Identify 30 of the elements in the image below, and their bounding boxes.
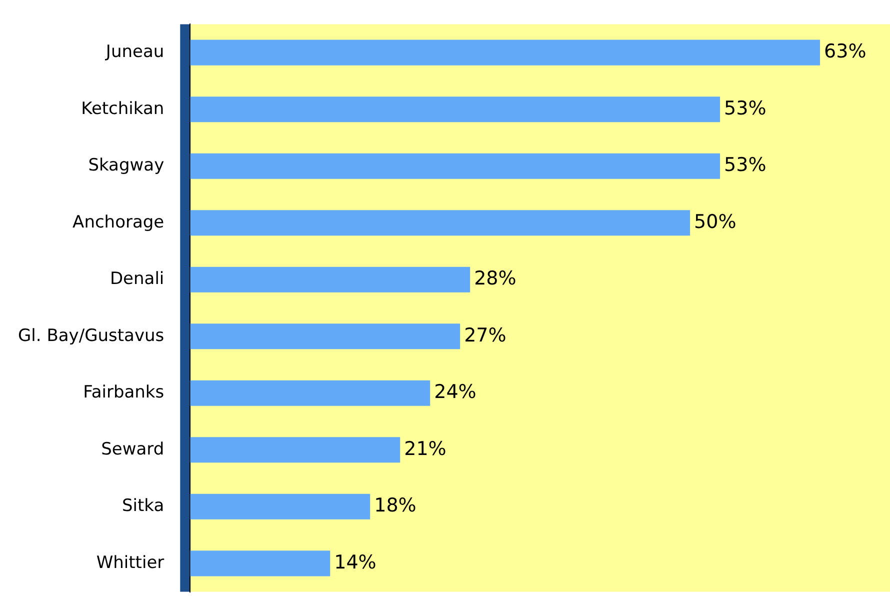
data-label: 21%: [404, 438, 446, 460]
data-label: 53%: [724, 154, 766, 176]
data-label: 53%: [724, 97, 766, 120]
bar: [190, 153, 720, 179]
bar: [190, 266, 470, 292]
bar: [190, 494, 370, 520]
bar: [190, 550, 330, 576]
y-tick-label: Gl. Bay/Gustavus: [18, 326, 164, 346]
y-tick-label: Anchorage: [72, 212, 164, 232]
bar: [190, 380, 430, 406]
y-tick-label: Skagway: [88, 156, 164, 176]
y-tick-label: Denali: [110, 269, 164, 290]
data-label: 27%: [464, 324, 506, 346]
y-tick-label: Fairbanks: [83, 382, 164, 403]
y-tick-label: Seward: [101, 439, 164, 460]
y-tick-label: Whittier: [96, 552, 164, 573]
data-label: 28%: [474, 268, 516, 290]
data-label: 63%: [824, 40, 866, 63]
y-tick-label: Juneau: [104, 42, 164, 62]
data-label: 50%: [694, 210, 736, 233]
y-tick-label: Sitka: [122, 496, 164, 516]
bar: [190, 324, 460, 350]
data-label: 18%: [374, 494, 416, 517]
y-tick-label: Ketchikan: [81, 98, 164, 119]
bar: [190, 437, 400, 463]
bar: [190, 210, 690, 236]
bar: [190, 96, 720, 122]
data-label: 24%: [434, 381, 476, 404]
data-label: 14%: [334, 551, 376, 574]
bar: [190, 40, 820, 66]
